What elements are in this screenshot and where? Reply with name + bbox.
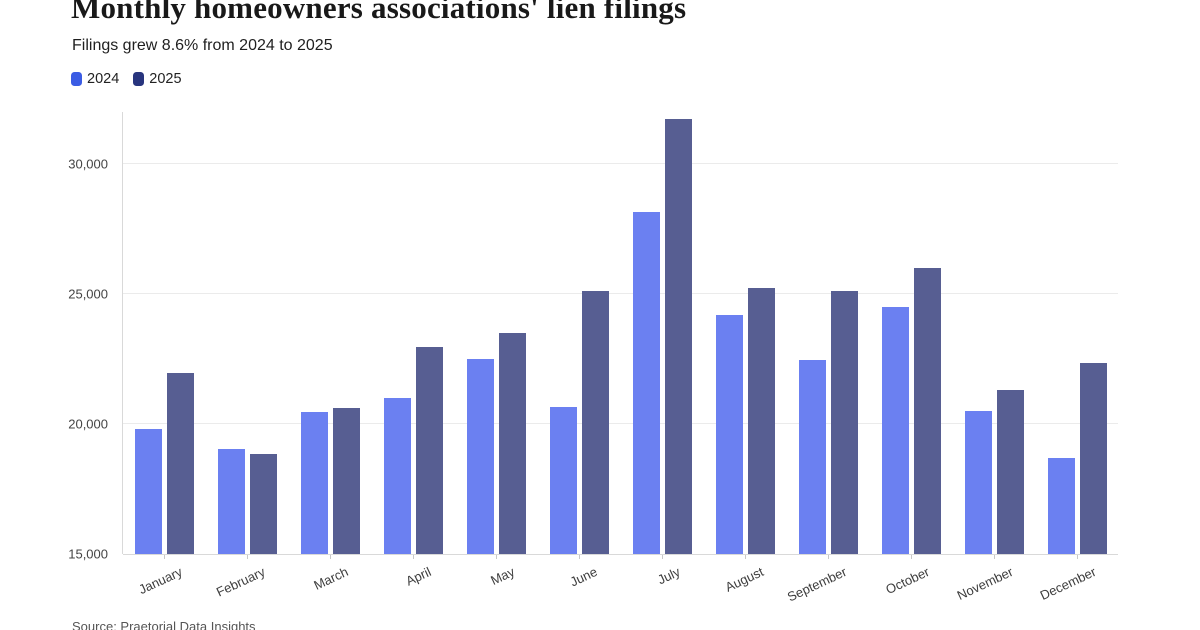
x-label-october: October (883, 564, 932, 598)
x-label-january: January (136, 564, 185, 598)
y-axis-labels: 15,000 20,000 25,000 30,000 (0, 112, 114, 562)
bar-2025-february (250, 453, 277, 554)
y-tick-label: 15,000 (68, 546, 108, 562)
bar-2025-august (748, 287, 775, 554)
x-label-july: July (655, 564, 683, 588)
bar-group-january (123, 112, 206, 554)
legend-item-2025: 2025 (133, 71, 182, 87)
x-tick-august (744, 555, 746, 559)
bar-2025-january (167, 373, 194, 554)
x-tick-october (910, 555, 912, 559)
x-tick-may (495, 555, 497, 559)
x-label-september: September (784, 564, 849, 605)
bar-2024-february (218, 448, 245, 554)
bar-2024-june (550, 407, 577, 554)
bar-2025-july (665, 118, 692, 554)
bar-2024-may (467, 359, 494, 554)
x-tick-march (329, 555, 331, 559)
gridline-20000 (123, 423, 1118, 424)
bar-group-december (1036, 112, 1119, 554)
bar-group-february (206, 112, 289, 554)
y-tick-label: 20,000 (68, 416, 108, 432)
bar-2024-december (1048, 457, 1075, 554)
legend-swatch-2025-icon (133, 72, 145, 86)
bar-2025-september (831, 291, 858, 554)
legend-item-2024: 2024 (71, 71, 119, 87)
x-axis-labels: January February March April May June July Augu… (122, 555, 1118, 605)
bar-group-august (704, 112, 787, 554)
x-tick-december (1076, 555, 1078, 559)
x-label-june: June (567, 564, 600, 590)
x-tick-july (661, 555, 663, 559)
bar-2024-july (633, 212, 660, 554)
source-note: Source: Praetorial Data Insights (72, 619, 256, 630)
bar-2025-december (1080, 362, 1107, 554)
bar-2025-march (333, 408, 360, 554)
bar-2025-october (914, 268, 941, 554)
bar-2024-march (301, 412, 328, 554)
legend-label-2024: 2024 (87, 71, 120, 87)
bar-2024-november (965, 411, 992, 554)
bar-2024-august (716, 314, 743, 554)
y-tick-label: 30,000 (68, 156, 108, 172)
x-axis-line (123, 554, 1118, 555)
y-tick-label: 25,000 (68, 286, 108, 302)
x-label-may: May (488, 564, 517, 588)
bar-group-september (787, 112, 870, 554)
bar-2025-june (582, 291, 609, 554)
chart-legend: 2024 2025 (71, 71, 182, 87)
bar-group-june (538, 112, 621, 554)
x-tick-january (163, 555, 165, 559)
x-tick-february (246, 555, 248, 559)
bar-group-march (289, 112, 372, 554)
bar-2025-april (416, 347, 443, 554)
x-tick-september (827, 555, 829, 559)
bar-group-november (953, 112, 1036, 554)
x-label-august: August (722, 564, 766, 595)
x-tick-november (993, 555, 995, 559)
plot-area (122, 112, 1119, 555)
gridline-25000 (123, 293, 1118, 294)
legend-label-2025: 2025 (149, 71, 182, 87)
bar-group-july (621, 112, 704, 554)
chart-subtitle: Filings grew 8.6% from 2024 to 2025 (72, 37, 333, 54)
x-tick-june (578, 555, 580, 559)
bar-2024-september (799, 360, 826, 554)
x-label-november: November (954, 564, 1015, 603)
bar-group-october (870, 112, 953, 554)
bar-2024-april (384, 398, 411, 554)
gridline-30000 (123, 163, 1118, 164)
bar-group-april (372, 112, 455, 554)
x-label-february: February (214, 564, 268, 600)
bar-2025-november (997, 390, 1024, 554)
x-label-april: April (403, 564, 434, 589)
bar-2024-october (882, 307, 909, 554)
chart-title: Monthly homeowners associations' lien fi… (71, 0, 687, 25)
legend-swatch-2024-icon (71, 72, 82, 86)
x-label-december: December (1037, 564, 1098, 603)
bar-group-may (455, 112, 538, 554)
x-tick-april (412, 555, 414, 559)
bar-2024-january (135, 429, 162, 554)
x-label-march: March (311, 564, 351, 593)
bar-2025-may (499, 333, 526, 554)
